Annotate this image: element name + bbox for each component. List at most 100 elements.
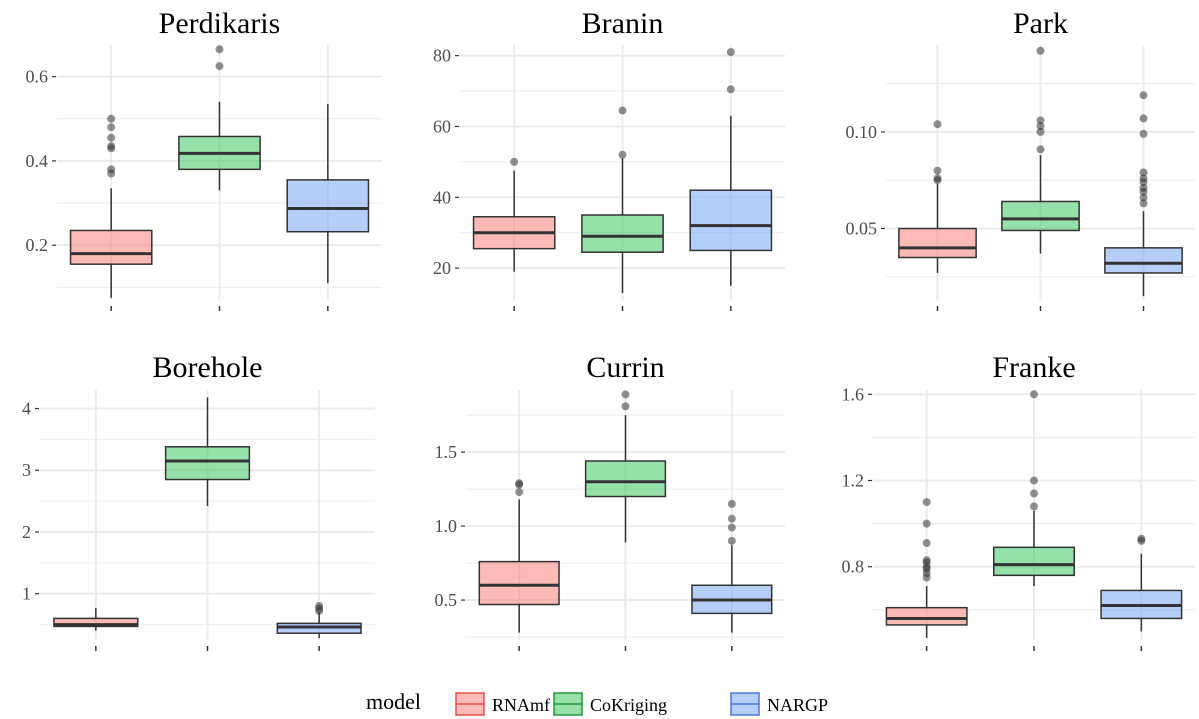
outlier-point [1030,502,1038,511]
outlier-point [107,165,116,174]
facet-title: Borehole [153,351,263,384]
box-rnamf [478,479,560,633]
outlier-point [1036,116,1045,125]
outlier-point [727,536,736,545]
outlier-point [107,133,116,142]
box-rnamf [898,120,977,273]
box-iqr [1001,200,1080,232]
facet-park: Park 0.05 0.10 [846,7,1195,311]
box-iqr [1104,247,1183,274]
outlier-point [933,166,942,175]
box-nargp [276,602,362,639]
outlier-point [1036,145,1045,154]
outlier-point [107,142,116,151]
facet-currin: Currin 0.5 1.0 1.5 [435,351,785,651]
outlier-point [922,539,931,548]
facet-franke: Franke 0.8 1.2 1.6 [842,351,1195,651]
outlier-point [1139,174,1148,183]
y-tick-label: 1.0 [435,516,458,536]
outlier-point [621,390,630,399]
outlier-point [727,499,736,508]
outlier-point [621,402,630,411]
box-cokriging [178,45,261,191]
box-nargp [286,104,370,284]
box-cokriging [581,106,664,293]
facet-panels: Perdikaris 0.2 0.4 0.6 Branin 20 40 60 80 Park 0.0… [22,7,1195,651]
outlier-point [1139,183,1148,192]
outlier-point [215,62,224,71]
outlier-point [1036,127,1045,136]
legend-item-nargp: NARGP [730,692,828,716]
box-iqr [993,546,1075,577]
outlier-point [922,498,931,507]
outlier-point [922,556,931,565]
outlier-point [933,174,942,183]
outlier-point [922,519,931,528]
outlier-point [1036,122,1045,131]
outlier-point [1139,114,1148,123]
facet-title: Perdikaris [159,7,281,40]
legend-items: RNAmf CoKriging NARGP [455,692,828,716]
y-tick-label: 1.6 [842,384,865,404]
legend-label: NARGP [767,695,828,715]
y-tick-label: 20 [433,258,451,278]
box-iqr [478,560,560,606]
facet-title: Franke [992,351,1075,384]
y-tick-label: 40 [433,187,451,207]
box-iqr [164,446,251,481]
outlier-point [107,114,116,123]
y-tick-label: 0.5 [435,590,458,610]
box-iqr [53,617,139,628]
y-tick-label: 80 [433,46,451,66]
box-cokriging [1001,46,1080,254]
y-tick-label: 0.4 [26,151,49,171]
box-nargp [691,499,773,633]
box-iqr [69,229,153,265]
legend-label: RNAmf [492,695,550,715]
legend-label: CoKriging [590,695,667,715]
box-rnamf [53,607,139,631]
outlier-point [618,106,627,115]
y-tick-label: 1 [22,584,31,604]
outlier-point [727,514,736,523]
legend: model RNAmf CoKriging NARGP [366,689,828,716]
y-tick-label: 2 [22,522,31,542]
y-tick-label: 0.2 [26,235,49,255]
outlier-point [1030,476,1038,485]
y-tick-label: 0.8 [842,557,865,577]
box-iqr [286,179,370,233]
outlier-point [510,157,519,166]
outlier-point [933,120,942,129]
y-tick-label: 60 [433,116,451,136]
box-iqr [885,606,968,626]
outlier-point [315,602,324,611]
outlier-point [215,45,224,54]
outlier-point [1030,489,1038,498]
box-cokriging [584,390,667,543]
outlier-point [1139,199,1148,208]
outlier-point [107,123,116,132]
outlier-point [1139,168,1148,177]
y-tick-label: 3 [22,460,31,480]
facet-borehole: Borehole 1 2 3 4 [22,351,375,651]
box-iqr [581,214,664,253]
box-nargp [1100,534,1183,632]
facet-perdikaris: Perdikaris 0.2 0.4 0.6 [26,7,382,311]
box-rnamf [885,498,968,638]
box-cokriging [993,390,1075,587]
outlier-point [515,488,524,497]
box-nargp [689,48,773,286]
box-rnamf [472,157,556,272]
box-iqr [898,227,977,259]
box-nargp [1104,91,1183,297]
facet-title: Currin [586,351,664,384]
legend-item-rnamf: RNAmf [455,692,550,716]
box-rnamf [69,114,153,298]
outlier-point [618,150,627,159]
outlier-point [1139,129,1148,138]
outlier-point [1030,390,1038,399]
outlier-point [1036,46,1045,55]
outlier-point [1139,91,1148,100]
facet-title: Branin [582,7,664,40]
